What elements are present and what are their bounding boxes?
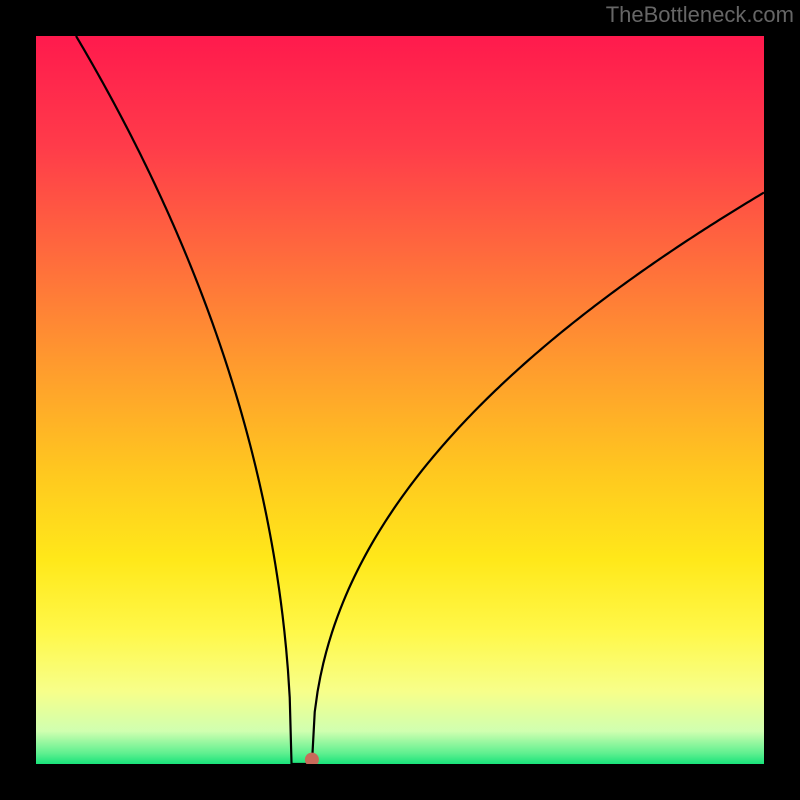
watermark-text: TheBottleneck.com bbox=[606, 2, 794, 28]
plot-area bbox=[36, 36, 764, 764]
chart-svg bbox=[36, 36, 764, 764]
gradient-background bbox=[36, 36, 764, 764]
